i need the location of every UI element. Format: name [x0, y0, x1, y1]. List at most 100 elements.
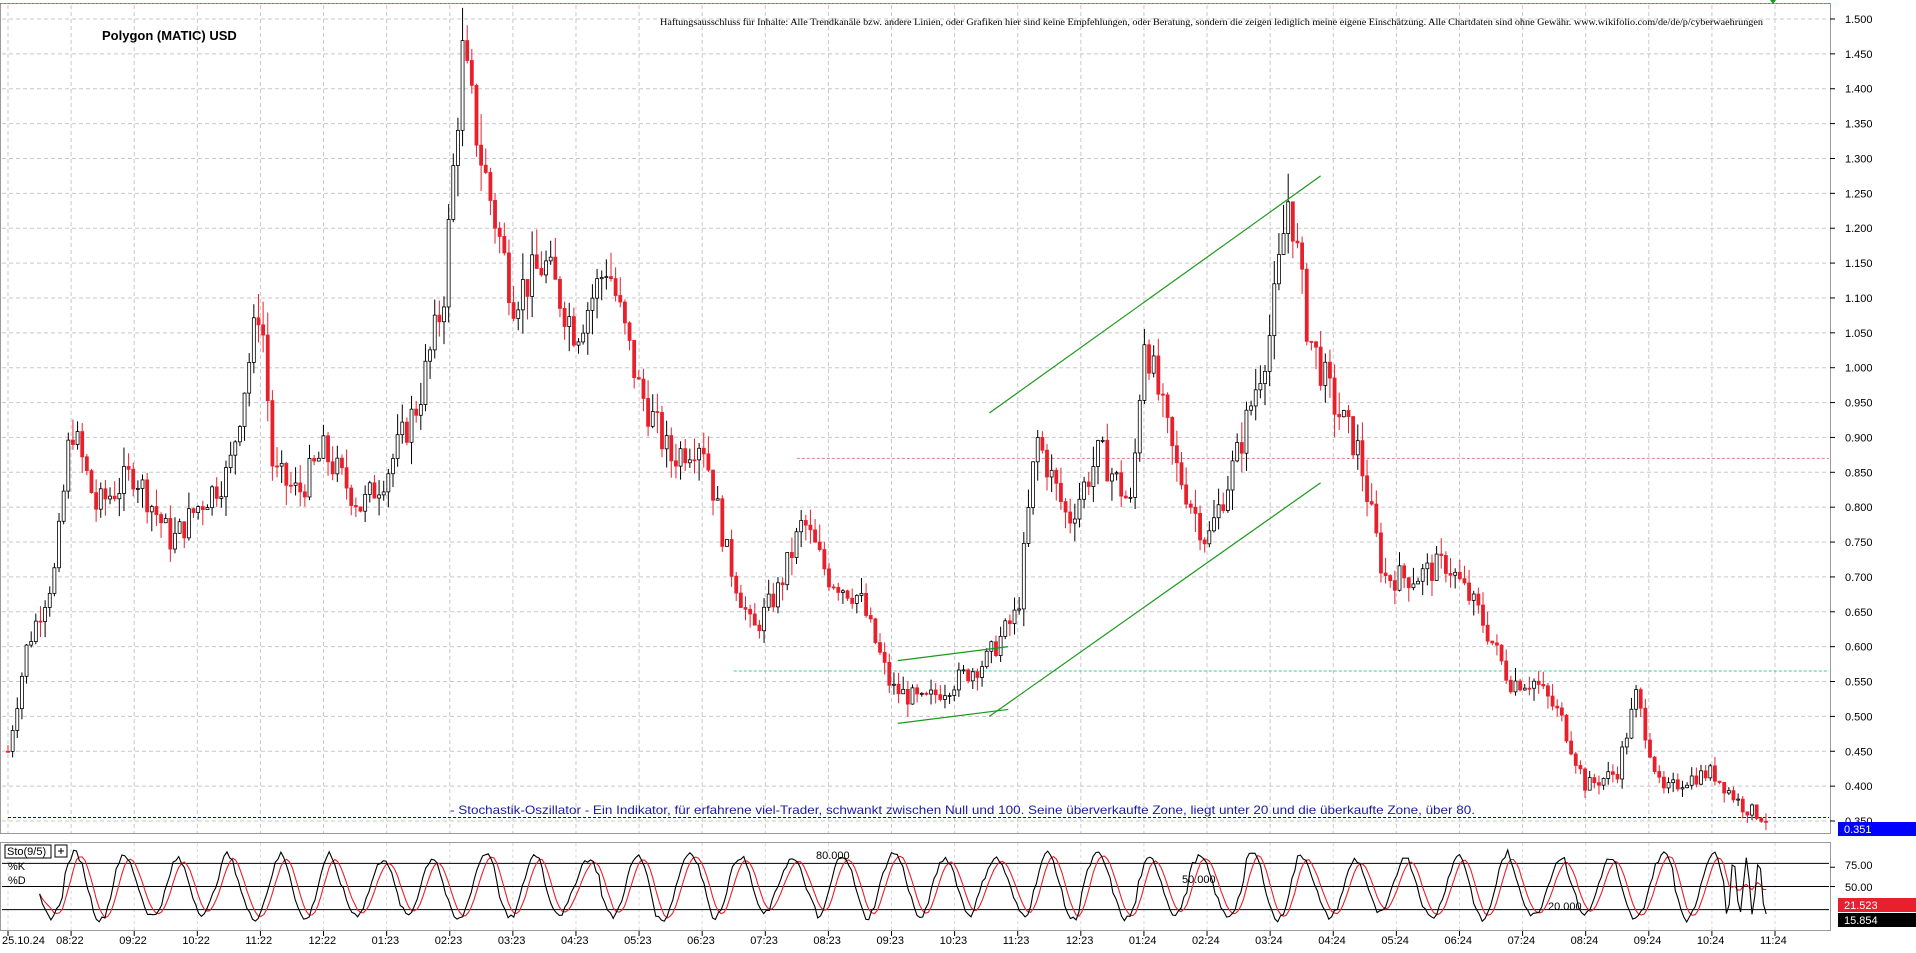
candle-up — [335, 457, 340, 475]
candle-down — [1059, 482, 1063, 503]
candle-down — [256, 317, 261, 326]
candle-down — [502, 236, 507, 254]
candle-down — [711, 469, 715, 501]
candle-down — [344, 467, 349, 489]
candle-up — [400, 421, 405, 436]
candle-down — [1007, 620, 1012, 625]
candle-down — [131, 468, 136, 490]
candle-down — [465, 40, 470, 61]
candle-down — [270, 400, 275, 467]
candle-up — [122, 466, 126, 494]
candle-up — [1212, 517, 1216, 532]
candle-up — [1225, 489, 1230, 511]
candle-down — [803, 520, 808, 526]
candle-up — [219, 496, 224, 499]
candle-down — [1295, 240, 1300, 244]
candle-down — [1592, 777, 1597, 784]
candle-up — [1133, 452, 1138, 498]
candle-up — [1142, 344, 1147, 401]
candle-up — [1699, 770, 1703, 785]
candle-up — [1708, 765, 1713, 779]
candle-up — [799, 520, 804, 533]
candle-down — [1448, 573, 1453, 576]
candle-up — [1258, 383, 1263, 391]
candle-down — [1174, 445, 1179, 464]
candle-down — [275, 465, 279, 468]
candle-down — [1351, 416, 1356, 456]
candle-down — [1332, 377, 1337, 415]
candle-down — [1536, 680, 1541, 685]
candle-down — [1430, 562, 1434, 581]
candle-down — [558, 278, 562, 309]
candle-up — [841, 590, 845, 593]
candle-up — [29, 641, 34, 646]
candle-up — [567, 316, 572, 327]
price-tick-label: 1.500 — [1845, 14, 1873, 26]
candle-down — [1239, 442, 1244, 454]
candle-up — [442, 306, 446, 323]
candle-up — [149, 506, 154, 513]
price-tick-label: 1.400 — [1845, 84, 1873, 96]
candle-up — [210, 486, 214, 508]
candle-down — [752, 613, 757, 626]
candle-up — [15, 708, 20, 731]
time-tick-label: 04:24 — [1318, 935, 1346, 947]
candle-up — [984, 650, 989, 667]
candle-up — [1072, 518, 1077, 524]
candle-down — [771, 593, 776, 608]
candle-up — [1003, 620, 1008, 637]
candle-down — [1759, 818, 1764, 822]
candle-down — [1402, 565, 1407, 579]
candle-up — [650, 411, 655, 427]
candle-up — [242, 392, 247, 427]
candle-up — [1411, 583, 1416, 589]
price-tick-label: 0.600 — [1845, 642, 1873, 654]
candle-up — [456, 129, 460, 166]
candle-down — [1648, 739, 1652, 758]
candle-down — [479, 144, 484, 166]
candle-up — [1272, 283, 1277, 337]
price-tick-label: 1.050 — [1845, 328, 1873, 340]
candle-up — [1035, 437, 1040, 463]
candle-up — [1606, 771, 1611, 779]
candle-up — [725, 539, 729, 547]
candle-down — [372, 482, 377, 499]
candle-up — [1726, 790, 1731, 794]
candle-up — [1100, 439, 1105, 442]
candle-up — [1114, 472, 1119, 475]
candle-down — [905, 688, 910, 705]
candle-up — [428, 349, 432, 362]
candle-down — [112, 495, 117, 500]
candle-up — [919, 692, 924, 695]
gridlines — [2, 5, 1829, 930]
candle-down — [1309, 340, 1314, 343]
candle-down — [878, 642, 882, 653]
candle-down — [743, 607, 748, 610]
candle-up — [762, 606, 766, 632]
candle-down — [534, 254, 539, 269]
candle-up — [678, 448, 683, 467]
candle-down — [887, 662, 892, 686]
stochastic-oscillator — [2, 848, 1835, 924]
candle-up — [1017, 608, 1022, 611]
candle-up — [20, 675, 24, 710]
candle-down — [1597, 782, 1601, 786]
candle-down — [1300, 242, 1305, 270]
candle-down — [646, 398, 650, 427]
candle-up — [1689, 775, 1694, 786]
candle-down — [966, 669, 971, 682]
candle-down — [780, 582, 785, 586]
time-tick-label: 11:22 — [245, 935, 272, 947]
time-tick-label: 11:23 — [1003, 935, 1030, 947]
candle-down — [483, 164, 488, 173]
candle-down — [539, 268, 544, 276]
candle-down — [1170, 417, 1175, 447]
candle-up — [794, 531, 799, 558]
candle-up — [1666, 782, 1671, 789]
candle-down — [632, 340, 637, 378]
candle-down — [873, 618, 878, 643]
candle-up — [1286, 201, 1291, 234]
candle-up — [163, 518, 168, 524]
oscillator-label-box[interactable] — [4, 844, 52, 859]
candle-down — [312, 458, 317, 462]
